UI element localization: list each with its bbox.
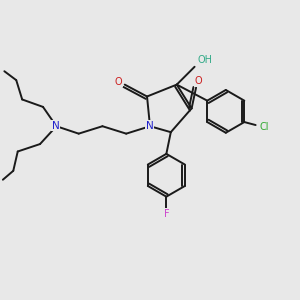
Text: O: O <box>195 76 202 86</box>
Text: Cl: Cl <box>259 122 269 131</box>
Text: N: N <box>52 121 60 130</box>
Text: OH: OH <box>198 55 213 65</box>
Text: N: N <box>146 121 153 130</box>
Text: O: O <box>114 76 122 87</box>
Text: F: F <box>164 209 169 219</box>
